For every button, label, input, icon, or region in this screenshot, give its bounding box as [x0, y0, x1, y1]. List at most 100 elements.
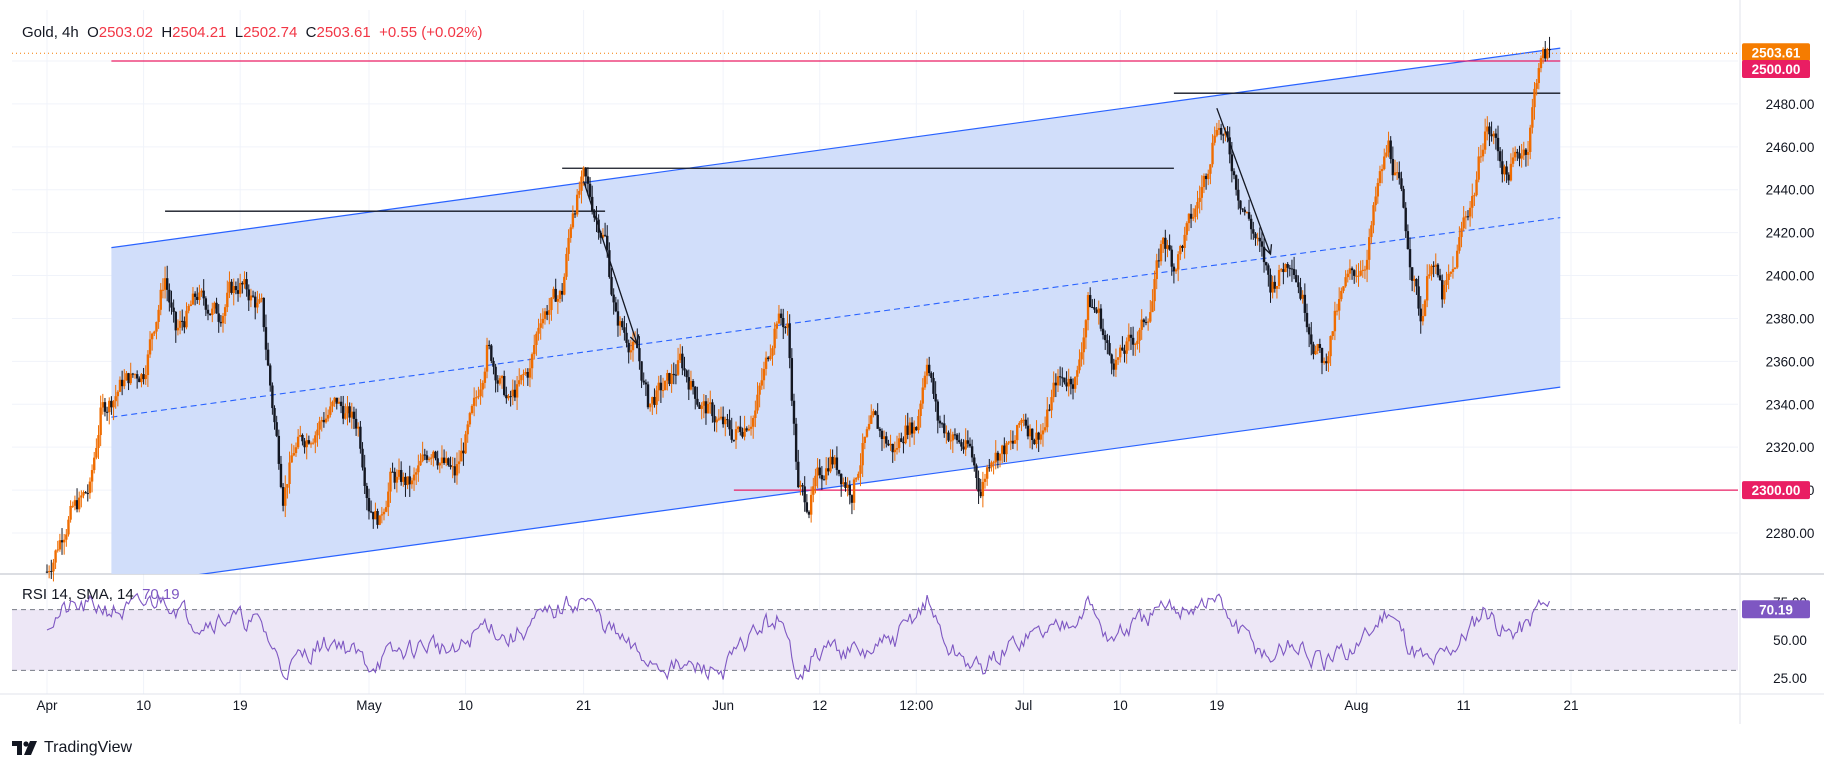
- candle[interactable]: [65, 529, 68, 547]
- candle[interactable]: [1119, 344, 1122, 363]
- candle[interactable]: [217, 304, 220, 333]
- candle[interactable]: [316, 422, 319, 447]
- candle[interactable]: [1016, 424, 1019, 451]
- candle[interactable]: [1361, 259, 1364, 278]
- candle[interactable]: [1404, 202, 1407, 239]
- candle[interactable]: [943, 414, 946, 438]
- candle[interactable]: [271, 382, 274, 415]
- candle[interactable]: [560, 283, 564, 302]
- candle[interactable]: [185, 302, 188, 330]
- candle[interactable]: [204, 296, 208, 317]
- candle[interactable]: [848, 480, 851, 505]
- candle[interactable]: [1054, 373, 1058, 398]
- candle[interactable]: [556, 295, 560, 314]
- candle[interactable]: [187, 303, 190, 314]
- candle[interactable]: [915, 426, 918, 431]
- candle[interactable]: [790, 348, 794, 407]
- candle[interactable]: [691, 379, 695, 395]
- candle[interactable]: [196, 287, 199, 304]
- candle[interactable]: [983, 473, 987, 489]
- candle[interactable]: [133, 373, 137, 379]
- candle[interactable]: [477, 386, 480, 400]
- candle[interactable]: [485, 337, 489, 379]
- candle[interactable]: [930, 371, 933, 383]
- candle[interactable]: [352, 406, 356, 430]
- candle[interactable]: [60, 528, 64, 555]
- candle[interactable]: [1271, 275, 1274, 299]
- candle[interactable]: [1082, 327, 1085, 365]
- candle[interactable]: [1202, 173, 1206, 194]
- candle[interactable]: [741, 427, 744, 439]
- candle[interactable]: [1204, 173, 1208, 190]
- candle[interactable]: [286, 483, 289, 499]
- candle[interactable]: [1314, 345, 1317, 356]
- candle[interactable]: [687, 369, 690, 401]
- candle[interactable]: [912, 420, 916, 445]
- candle[interactable]: [777, 305, 781, 324]
- candle[interactable]: [794, 417, 798, 470]
- candle[interactable]: [1462, 206, 1465, 232]
- candle[interactable]: [1466, 210, 1470, 221]
- candle[interactable]: [1222, 133, 1225, 144]
- candle[interactable]: [363, 454, 366, 494]
- candle[interactable]: [432, 450, 435, 467]
- candle[interactable]: [1155, 253, 1158, 290]
- candle[interactable]: [1282, 262, 1285, 285]
- candle[interactable]: [515, 375, 519, 410]
- candle[interactable]: [1189, 204, 1193, 229]
- candle[interactable]: [1387, 131, 1390, 158]
- candle[interactable]: [346, 395, 349, 426]
- candle[interactable]: [206, 304, 210, 321]
- candle[interactable]: [161, 278, 165, 299]
- candle[interactable]: [95, 438, 98, 460]
- candle[interactable]: [670, 364, 673, 393]
- candle[interactable]: [773, 322, 776, 355]
- candle[interactable]: [1176, 251, 1180, 282]
- candle[interactable]: [1479, 144, 1483, 163]
- candle[interactable]: [277, 429, 281, 470]
- candle[interactable]: [960, 438, 963, 452]
- candle[interactable]: [155, 321, 158, 340]
- candle[interactable]: [588, 177, 592, 200]
- candle[interactable]: [423, 448, 426, 461]
- candle[interactable]: [1198, 185, 1201, 214]
- candle[interactable]: [1084, 319, 1088, 350]
- candle[interactable]: [623, 315, 626, 341]
- candle[interactable]: [513, 380, 517, 402]
- candle[interactable]: [56, 540, 59, 553]
- candle[interactable]: [1086, 292, 1090, 331]
- candle[interactable]: [1438, 268, 1442, 281]
- candle[interactable]: [378, 515, 381, 526]
- candle[interactable]: [945, 425, 948, 444]
- candle[interactable]: [1172, 263, 1176, 284]
- candle[interactable]: [1110, 353, 1113, 375]
- candle[interactable]: [440, 445, 444, 469]
- candle[interactable]: [827, 457, 830, 476]
- candle[interactable]: [835, 446, 839, 476]
- candle[interactable]: [672, 362, 675, 385]
- candle[interactable]: [140, 373, 143, 388]
- candle[interactable]: [1475, 171, 1478, 197]
- candle[interactable]: [1252, 221, 1255, 240]
- candle[interactable]: [537, 318, 540, 341]
- candle[interactable]: [1376, 178, 1380, 204]
- candle[interactable]: [1144, 316, 1148, 326]
- candle[interactable]: [792, 393, 796, 436]
- candle[interactable]: [539, 313, 542, 340]
- candle[interactable]: [462, 442, 465, 466]
- candle[interactable]: [359, 420, 362, 454]
- candle[interactable]: [279, 455, 283, 489]
- candle[interactable]: [1078, 349, 1081, 374]
- candle[interactable]: [1088, 287, 1092, 308]
- candle[interactable]: [419, 453, 422, 466]
- candle[interactable]: [749, 415, 753, 436]
- candle[interactable]: [181, 309, 184, 331]
- candle[interactable]: [273, 405, 276, 430]
- candle[interactable]: [889, 434, 892, 451]
- candle[interactable]: [1380, 164, 1384, 184]
- candle[interactable]: [1395, 161, 1399, 180]
- candle[interactable]: [736, 425, 740, 433]
- candle[interactable]: [230, 279, 233, 295]
- candle[interactable]: [1256, 232, 1259, 246]
- candle[interactable]: [460, 438, 463, 462]
